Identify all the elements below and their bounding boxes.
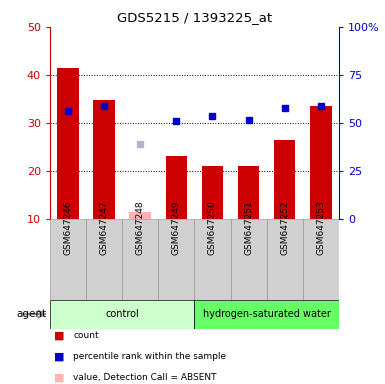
Bar xyxy=(238,166,259,219)
Bar xyxy=(266,219,303,300)
Bar xyxy=(310,106,331,219)
Text: value, Detection Call = ABSENT: value, Detection Call = ABSENT xyxy=(73,373,217,382)
Bar xyxy=(129,212,151,219)
Text: GSM647249: GSM647249 xyxy=(172,200,181,255)
Text: hydrogen-saturated water: hydrogen-saturated water xyxy=(203,309,331,319)
Bar xyxy=(274,140,296,219)
Bar xyxy=(86,219,122,300)
Bar xyxy=(303,219,339,300)
Text: GSM647253: GSM647253 xyxy=(316,200,325,255)
Text: GSM647248: GSM647248 xyxy=(136,200,145,255)
Bar xyxy=(194,300,339,329)
Text: ■: ■ xyxy=(54,373,64,383)
Text: control: control xyxy=(105,309,139,319)
Bar xyxy=(50,300,194,329)
Text: ■: ■ xyxy=(54,352,64,362)
Bar xyxy=(231,219,266,300)
Bar xyxy=(122,219,158,300)
Text: ■: ■ xyxy=(54,331,64,341)
Bar xyxy=(57,68,79,219)
Text: GSM647251: GSM647251 xyxy=(244,200,253,255)
Title: GDS5215 / 1393225_at: GDS5215 / 1393225_at xyxy=(117,11,272,24)
Bar xyxy=(94,100,115,219)
Text: agent: agent xyxy=(16,309,46,319)
Bar xyxy=(166,156,187,219)
Text: GSM647246: GSM647246 xyxy=(64,200,73,255)
Text: percentile rank within the sample: percentile rank within the sample xyxy=(73,352,226,361)
Text: GSM647250: GSM647250 xyxy=(208,200,217,255)
Bar xyxy=(50,219,86,300)
Text: count: count xyxy=(73,331,99,339)
Text: GSM647252: GSM647252 xyxy=(280,200,289,255)
Text: GSM647247: GSM647247 xyxy=(100,200,109,255)
Bar xyxy=(194,219,231,300)
Bar xyxy=(202,166,223,219)
Bar xyxy=(158,219,194,300)
